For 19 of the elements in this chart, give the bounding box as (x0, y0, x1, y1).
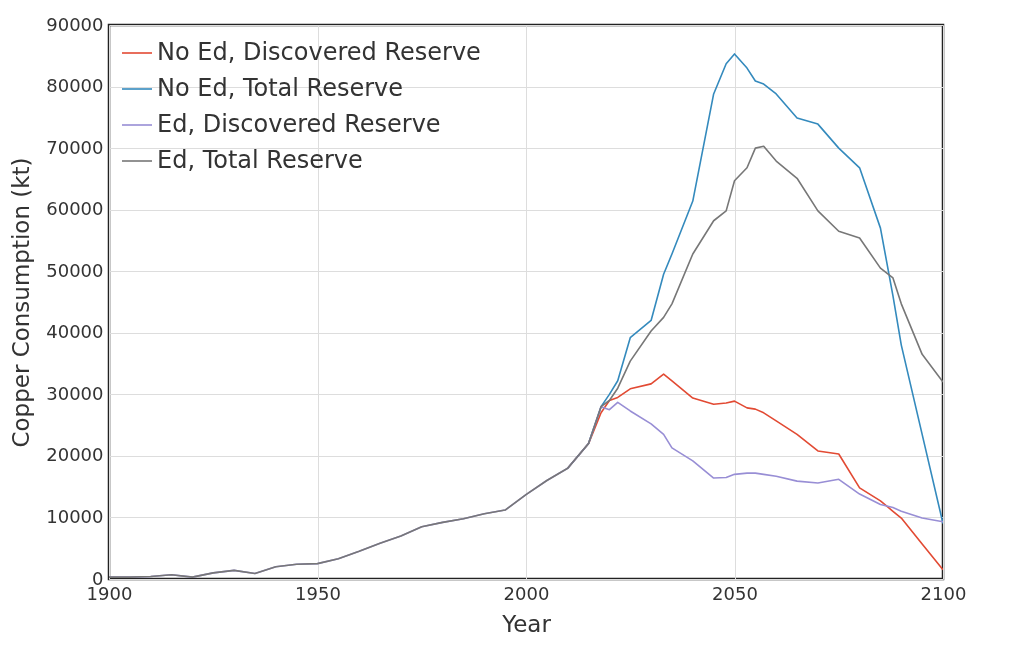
x-tick-label: 2050 (712, 582, 758, 604)
y-tick-label: 80000 (46, 75, 104, 97)
x-axis-title: Year (501, 610, 552, 637)
legend-label: No Ed, Total Reserve (157, 74, 404, 102)
legend-label: Ed, Discovered Reserve (157, 110, 441, 138)
y-axis-title: Copper Consumption (kt) (8, 157, 35, 448)
y-tick-label: 40000 (46, 321, 104, 343)
y-tick-label: 60000 (46, 198, 104, 220)
y-tick-label: 70000 (46, 136, 104, 158)
y-tick-label: 50000 (46, 259, 104, 281)
y-tick-label: 30000 (46, 382, 104, 404)
y-tick-label: 10000 (46, 505, 104, 527)
x-tick-label: 2000 (503, 582, 550, 604)
x-tick-label: 1950 (295, 582, 341, 604)
legend-label: Ed, Total Reserve (157, 146, 363, 174)
x-tick-label: 2100 (920, 582, 967, 604)
y-tick-label: 20000 (46, 444, 104, 466)
legend-label: No Ed, Discovered Reserve (157, 38, 481, 66)
y-tick-label: 90000 (46, 13, 104, 35)
